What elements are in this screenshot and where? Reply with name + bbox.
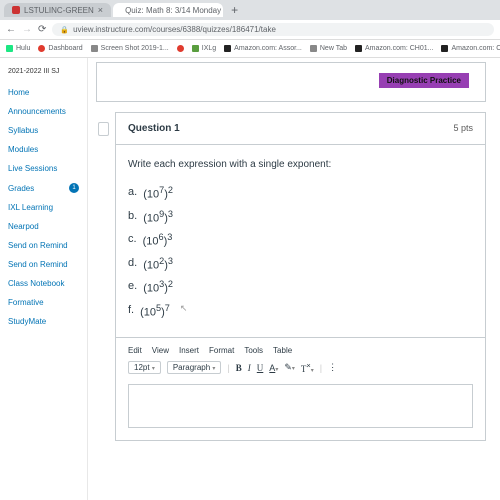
bookmarks-bar: Hulu Dashboard Screen Shot 2019-1... IXL… (0, 40, 500, 58)
close-icon[interactable]: × (98, 5, 103, 15)
tab-favicon (12, 6, 20, 14)
menu-insert[interactable]: Insert (179, 346, 199, 355)
browser-tab-bar: LSTULINC-GREEN × Quiz: Math 8: 3/14 Mond… (0, 0, 500, 20)
question-card: Question 1 5 pts Write each expression w… (115, 112, 486, 441)
new-tab-button[interactable]: + (225, 3, 244, 17)
tab-title: Quiz: Math 8: 3/14 Monday 9 T1 (125, 6, 223, 15)
editor-toolbar: Edit View Insert Format Tools Table 12pt… (116, 337, 485, 378)
question-prompt: Write each expression with a single expo… (128, 159, 473, 170)
option-row: f.(105)7↖ (128, 300, 473, 324)
chevron-down-icon: ▾ (212, 366, 215, 372)
quiz-header-box: Diagnostic Practice (96, 62, 486, 102)
font-size-select[interactable]: 12pt ▾ (128, 361, 161, 374)
option-row: a.(107)2 (128, 182, 473, 206)
highlight-button[interactable]: ✎▾ (284, 362, 295, 373)
menu-edit[interactable]: Edit (128, 346, 142, 355)
bookmark-icon (441, 45, 448, 52)
bookmark-item[interactable]: Amazon.com: CH01... (355, 45, 433, 52)
bookmark-item[interactable]: Amazon.com: Orb... (441, 45, 500, 52)
bookmark-icon (192, 45, 199, 52)
chevron-down-icon: ▾ (152, 366, 155, 372)
bookmark-item[interactable]: IXLg (192, 45, 216, 52)
cursor-icon: ↖ (180, 300, 188, 324)
option-row: e.(103)2 (128, 276, 473, 300)
term-label: 2021-2022 III SJ (0, 64, 87, 83)
sidebar-item-live[interactable]: Live Sessions (0, 159, 87, 178)
course-sidebar: 2021-2022 III SJ Home Announcements Syll… (0, 58, 88, 500)
italic-button[interactable]: I (248, 363, 251, 373)
bookmark-item[interactable]: Hulu (6, 45, 30, 52)
bookmark-icon (6, 45, 13, 52)
sidebar-item-remind[interactable]: Send on Remind (0, 255, 87, 274)
option-row: b.(109)3 (128, 206, 473, 230)
bookmark-icon (38, 45, 45, 52)
sidebar-item-ixl[interactable]: IXL Learning (0, 198, 87, 217)
sidebar-item-grades[interactable]: Grades1 (0, 178, 87, 198)
sidebar-item-formative[interactable]: Formative (0, 293, 87, 312)
bookmark-icon (224, 45, 231, 52)
tab-title: LSTULINC-GREEN (24, 6, 94, 15)
bookmark-item[interactable]: New Tab (310, 45, 347, 52)
sidebar-item-home[interactable]: Home (0, 83, 87, 102)
option-row: c.(106)3 (128, 229, 473, 253)
sidebar-item-syllabus[interactable]: Syllabus (0, 121, 87, 140)
more-button[interactable]: ⋮ (328, 362, 337, 373)
lock-icon: 🔒 (60, 26, 69, 34)
diagnostic-badge: Diagnostic Practice (379, 73, 469, 88)
question-header: Question 1 5 pts (116, 113, 485, 145)
sidebar-item-announcements[interactable]: Announcements (0, 102, 87, 121)
main-content: Diagnostic Practice Question 1 5 pts Wri… (88, 58, 500, 500)
back-button[interactable]: ← (6, 24, 16, 35)
bookmark-item[interactable]: Screen Shot 2019-1... (91, 45, 169, 52)
address-field[interactable]: 🔒 uview.instructure.com/courses/6388/qui… (52, 23, 494, 36)
browser-tab[interactable]: LSTULINC-GREEN × (4, 3, 111, 17)
reload-button[interactable]: ⟳ (38, 24, 46, 35)
text-color-button[interactable]: A▾ (269, 363, 278, 373)
bookmark-icon (355, 45, 362, 52)
clear-format-button[interactable]: T×▾ (301, 361, 314, 374)
bookmark-icon (177, 45, 184, 52)
sidebar-item-remind[interactable]: Send on Remind (0, 236, 87, 255)
bookmark-item[interactable] (177, 45, 184, 52)
menu-table[interactable]: Table (273, 346, 292, 355)
url-bar: ← → ⟳ 🔒 uview.instructure.com/courses/63… (0, 20, 500, 40)
forward-button[interactable]: → (22, 24, 32, 35)
paragraph-select[interactable]: Paragraph ▾ (167, 361, 222, 374)
sidebar-item-modules[interactable]: Modules (0, 140, 87, 159)
app-body: 2021-2022 III SJ Home Announcements Syll… (0, 58, 500, 500)
sidebar-item-studymate[interactable]: StudyMate (0, 312, 87, 331)
badge: 1 (69, 183, 79, 193)
question-body: Write each expression with a single expo… (116, 145, 485, 337)
editor-menu: Edit View Insert Format Tools Table (128, 346, 473, 355)
question-points: 5 pts (453, 123, 473, 134)
option-row: d.(102)3 (128, 253, 473, 277)
bookmark-icon (91, 45, 98, 52)
bold-button[interactable]: B (236, 363, 242, 373)
flag-question-button[interactable] (98, 122, 109, 136)
url-text: uview.instructure.com/courses/6388/quizz… (73, 25, 276, 34)
question-options: a.(107)2 b.(109)3 c.(106)3 d.(102)3 e.(1… (128, 182, 473, 323)
menu-view[interactable]: View (152, 346, 169, 355)
bookmark-icon (310, 45, 317, 52)
sidebar-item-nearpod[interactable]: Nearpod (0, 217, 87, 236)
bookmark-item[interactable]: Dashboard (38, 45, 82, 52)
menu-format[interactable]: Format (209, 346, 234, 355)
question-title: Question 1 (128, 123, 180, 134)
sidebar-item-notebook[interactable]: Class Notebook (0, 274, 87, 293)
answer-textarea[interactable] (128, 384, 473, 428)
editor-tools: 12pt ▾ Paragraph ▾ | B I U A▾ ✎▾ T×▾ | ⋮ (128, 361, 473, 374)
menu-tools[interactable]: Tools (244, 346, 263, 355)
underline-button[interactable]: U (257, 363, 264, 373)
browser-tab[interactable]: Quiz: Math 8: 3/14 Monday 9 T1 × (113, 3, 223, 17)
bookmark-item[interactable]: Amazon.com: Assor... (224, 45, 302, 52)
